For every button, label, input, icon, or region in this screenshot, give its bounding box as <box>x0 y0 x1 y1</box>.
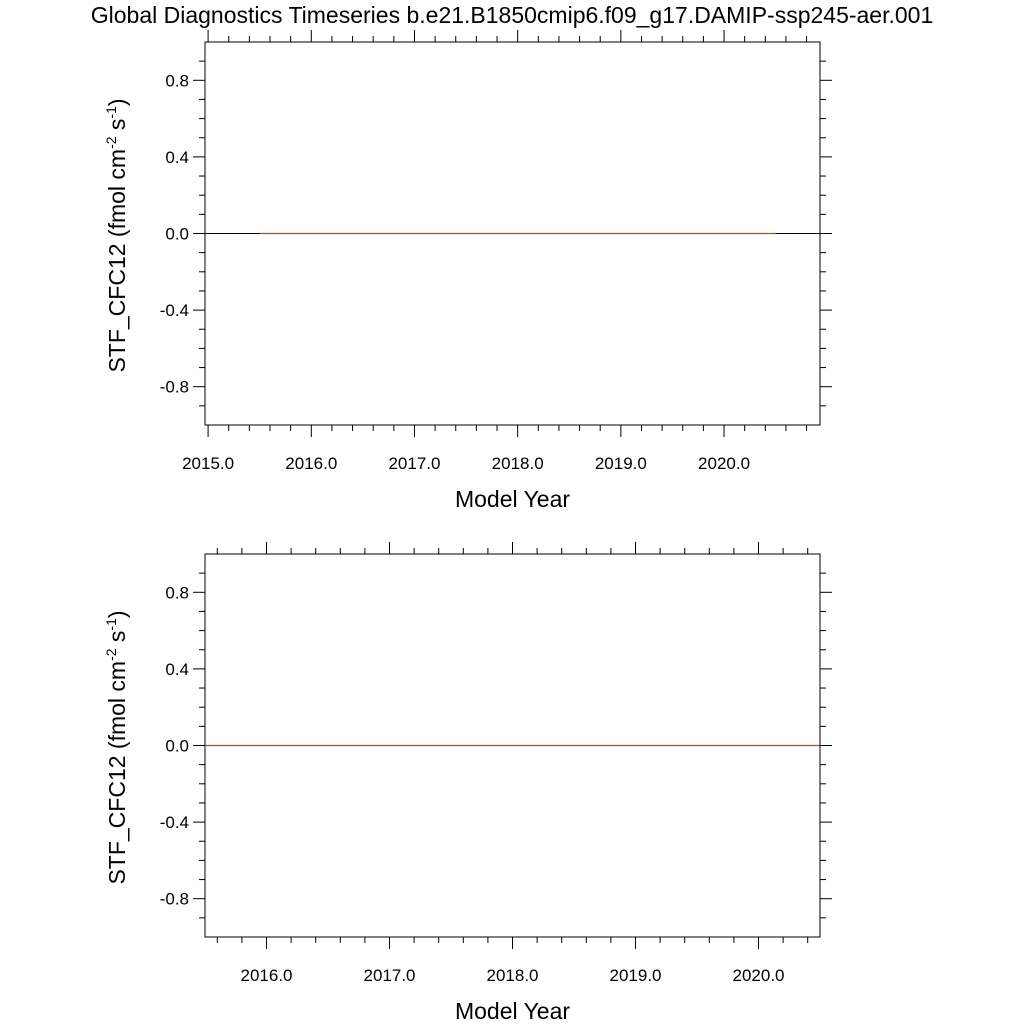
y-tick-label: 0.0 <box>165 225 189 244</box>
x-axis-label: Model Year <box>455 998 570 1024</box>
x-tick-label: 2016.0 <box>285 454 337 473</box>
x-axis-label: Model Year <box>455 486 570 512</box>
chart-title: Global Diagnostics Timeseries b.e21.B185… <box>90 2 934 28</box>
x-tick-label: 2016.0 <box>241 966 293 985</box>
y-tick-label: 0.8 <box>165 583 189 602</box>
x-tick-label: 2015.0 <box>182 454 234 473</box>
y-tick-label: -0.8 <box>160 890 189 909</box>
upper-panel: 0.8 0.4 0.0 -0.4 -0.8 2015.0 2016.0 2017.0 2018.… <box>103 30 832 512</box>
y-tick-label: 0.8 <box>165 71 189 90</box>
y-tick-label: -0.8 <box>160 378 189 397</box>
y-tick-label: 0.0 <box>165 737 189 756</box>
y-tick-label: -0.4 <box>160 813 189 832</box>
x-tick-label: 2019.0 <box>595 454 647 473</box>
x-tick-label: 2020.0 <box>698 454 750 473</box>
x-tick-label: 2020.0 <box>733 966 785 985</box>
y-axis-label: STF_CFC12 (fmol cm-2 s-1) <box>103 98 130 372</box>
y-tick-label: -0.4 <box>160 301 189 320</box>
x-tick-label: 2017.0 <box>388 454 440 473</box>
lower-panel: 0.8 0.4 0.0 -0.4 -0.8 2016.0 2017.0 2018.0 2019.… <box>103 542 832 1024</box>
x-tick-label: 2017.0 <box>364 966 416 985</box>
y-axis-label: STF_CFC12 (fmol cm-2 s-1) <box>103 610 130 884</box>
y-tick-label: 0.4 <box>165 148 189 167</box>
y-tick-label: 0.4 <box>165 660 189 679</box>
x-tick-label: 2018.0 <box>492 454 544 473</box>
x-tick-label: 2019.0 <box>610 966 662 985</box>
x-tick-label: 2018.0 <box>487 966 539 985</box>
